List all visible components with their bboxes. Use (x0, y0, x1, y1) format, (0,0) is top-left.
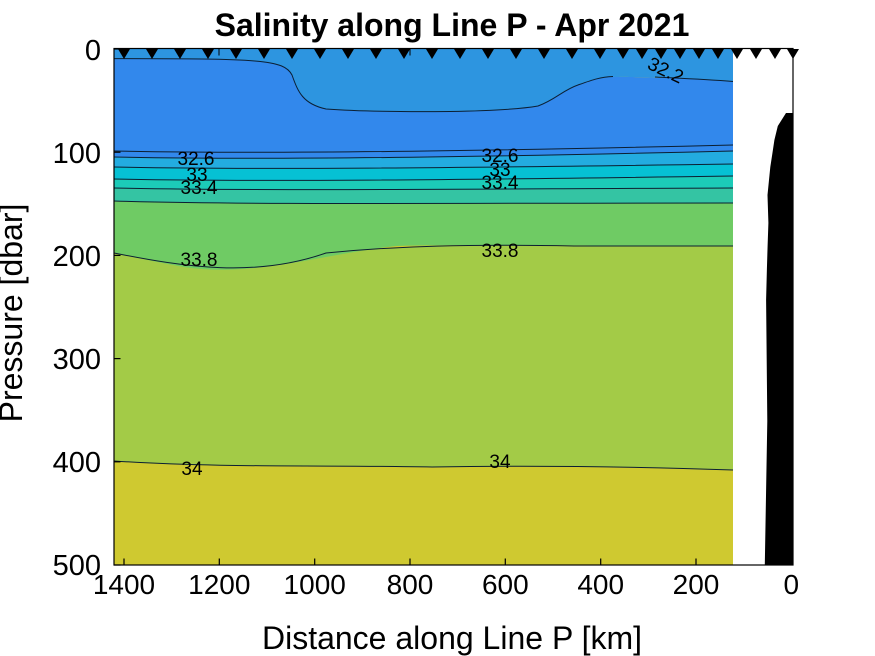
svg-text:0: 0 (784, 569, 800, 600)
svg-text:33.4: 33.4 (482, 173, 519, 194)
svg-text:1200: 1200 (188, 569, 250, 600)
svg-text:34: 34 (489, 452, 511, 473)
svg-text:600: 600 (482, 569, 529, 600)
svg-text:34: 34 (181, 459, 203, 480)
svg-text:200: 200 (53, 241, 101, 273)
svg-text:Salinity along Line P - Apr 20: Salinity along Line P - Apr 2021 (215, 7, 690, 43)
svg-text:33.4: 33.4 (181, 178, 218, 199)
svg-text:33.8: 33.8 (482, 241, 519, 262)
svg-text:Distance along Line P [km]: Distance along Line P [km] (262, 620, 642, 656)
svg-text:300: 300 (53, 344, 101, 376)
svg-text:Pressure [dbar]: Pressure [dbar] (0, 204, 29, 423)
svg-text:100: 100 (53, 138, 101, 170)
svg-text:400: 400 (577, 569, 624, 600)
svg-text:1400: 1400 (93, 569, 155, 600)
svg-text:1000: 1000 (284, 569, 346, 600)
svg-text:800: 800 (387, 569, 434, 600)
svg-text:0: 0 (85, 35, 101, 67)
svg-text:200: 200 (673, 569, 720, 600)
svg-text:400: 400 (53, 447, 101, 479)
svg-text:33.8: 33.8 (181, 250, 218, 271)
svg-text:500: 500 (53, 550, 101, 582)
